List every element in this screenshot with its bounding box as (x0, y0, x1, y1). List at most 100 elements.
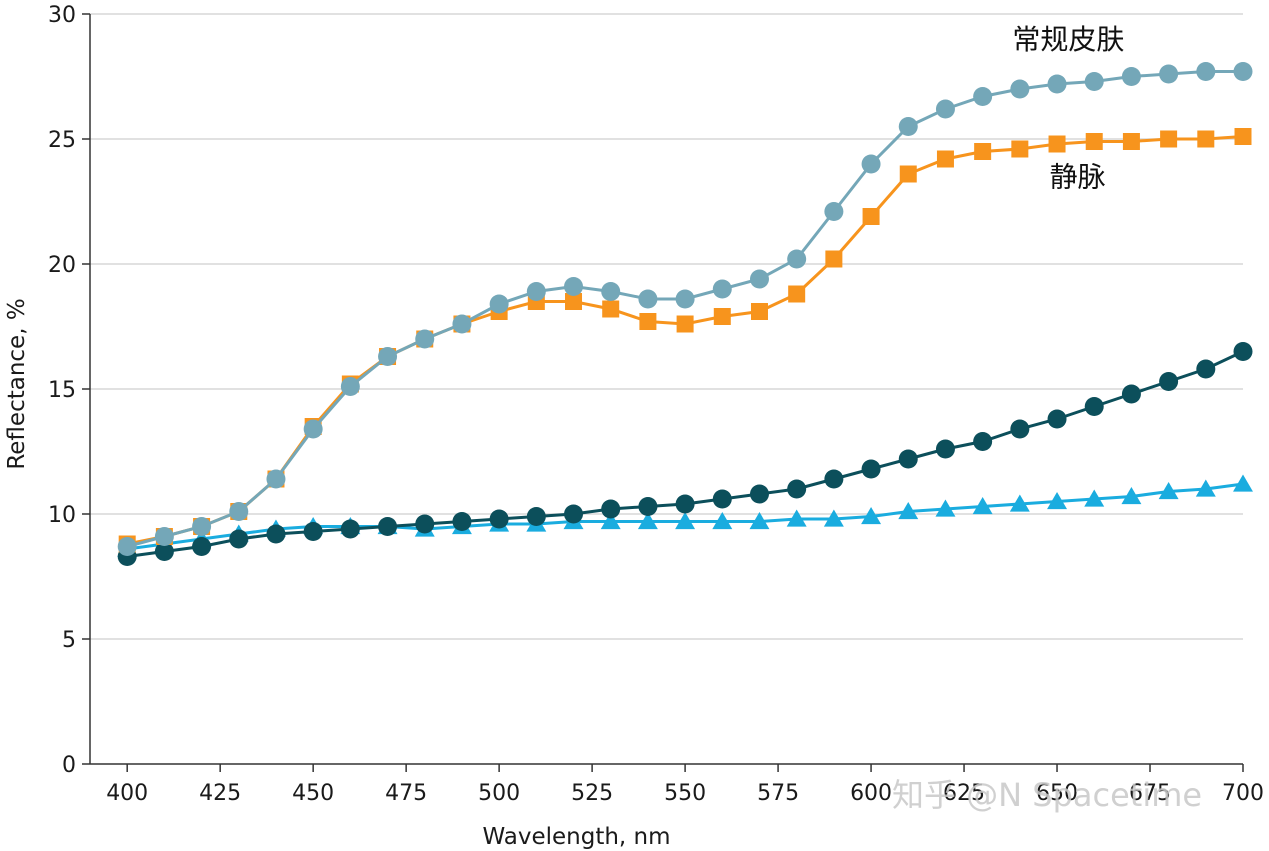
x-tick-label-500: 500 (478, 781, 520, 806)
point-s1-560 (712, 279, 732, 299)
point-s1-570 (749, 269, 769, 289)
point-s2-560 (712, 512, 733, 530)
point-s2-690 (1195, 479, 1216, 497)
point-s2-620 (935, 499, 956, 517)
point-s1-410 (154, 527, 174, 546)
point-s1-540 (638, 289, 658, 309)
y-tick-label-5: 5 (62, 628, 76, 653)
point-s0-570 (750, 303, 768, 320)
point-s0-530 (602, 300, 620, 318)
point-s3-580 (787, 479, 807, 499)
point-s2-660 (1084, 489, 1105, 507)
point-s1-650 (1047, 74, 1067, 94)
x-tick-label-625: 625 (943, 781, 985, 806)
point-s1-550 (675, 289, 695, 309)
point-s0-520 (565, 293, 583, 310)
point-s3-430 (229, 529, 249, 549)
point-s2-550 (675, 512, 696, 530)
x-tick-label-425: 425 (199, 781, 241, 806)
point-s2-670 (1121, 487, 1142, 505)
point-s3-690 (1196, 359, 1216, 379)
point-s2-700 (1233, 474, 1253, 492)
point-s3-570 (749, 484, 769, 504)
point-s2-610 (898, 502, 919, 520)
point-s3-490 (452, 512, 472, 531)
x-tick-label-575: 575 (757, 781, 799, 806)
point-s2-640 (1009, 494, 1030, 512)
point-s0-680 (1160, 130, 1178, 148)
x-axis-title: Wavelength, nm (482, 824, 670, 850)
point-s0-670 (1122, 133, 1140, 150)
point-s3-640 (1010, 419, 1030, 439)
point-s0-540 (639, 313, 657, 330)
point-s0-600 (862, 208, 880, 225)
x-tick-label-675: 675 (1129, 781, 1171, 806)
point-s3-700 (1233, 342, 1253, 361)
series-line-0 (126, 135, 1244, 546)
point-s3-460 (340, 519, 360, 539)
point-s1-490 (452, 314, 472, 334)
x-tick-label-700: 700 (1222, 781, 1264, 806)
point-s3-630 (973, 432, 993, 451)
point-s3-420 (192, 537, 212, 556)
x-tick-label-550: 550 (664, 781, 706, 806)
point-s3-620 (935, 439, 955, 459)
point-s3-660 (1084, 397, 1104, 416)
point-s0-700 (1234, 128, 1252, 145)
point-s1-690 (1196, 62, 1216, 81)
point-s2-540 (637, 512, 658, 530)
series-2 (117, 474, 1253, 557)
point-s2-570 (749, 512, 770, 530)
y-tick-label-25: 25 (48, 128, 76, 153)
point-s3-520 (564, 504, 584, 524)
point-s1-480 (415, 329, 435, 349)
point-s3-410 (154, 542, 174, 561)
point-s1-630 (973, 87, 993, 106)
point-s1-470 (378, 347, 398, 366)
point-s1-400 (117, 537, 137, 556)
point-s1-670 (1121, 67, 1141, 86)
point-s3-540 (638, 497, 658, 516)
point-s0-560 (713, 308, 731, 325)
point-s3-500 (489, 509, 509, 529)
axes (82, 13, 1244, 772)
point-s2-630 (972, 497, 993, 515)
point-s0-650 (1048, 135, 1066, 153)
point-s1-430 (229, 502, 249, 521)
point-s3-600 (861, 459, 881, 479)
point-s1-620 (935, 99, 955, 119)
point-s2-590 (823, 509, 844, 527)
point-s0-590 (825, 250, 843, 268)
grid-lines (90, 13, 1243, 640)
point-s1-590 (824, 202, 844, 221)
x-tick-label-450: 450 (292, 781, 334, 806)
x-tick-label-400: 400 (106, 781, 148, 806)
point-s3-510 (526, 507, 546, 526)
point-s3-650 (1047, 409, 1067, 429)
y-tick-label-15: 15 (48, 378, 76, 403)
point-s3-610 (898, 449, 918, 469)
series-1 (117, 62, 1253, 556)
point-s2-680 (1158, 482, 1179, 500)
point-s0-660 (1085, 133, 1103, 150)
point-s0-550 (676, 315, 694, 333)
point-s3-470 (378, 517, 398, 536)
point-s1-530 (601, 282, 621, 301)
series-3 (117, 342, 1253, 566)
point-s2-650 (1047, 492, 1068, 510)
watermark: 知乎 @N Spacetime (892, 776, 1202, 814)
point-s1-520 (564, 277, 584, 296)
x-tick-label-475: 475 (385, 781, 427, 806)
point-s0-630 (974, 143, 992, 160)
annotation-normal-skin: 常规皮肤 (1012, 23, 1124, 56)
point-s1-580 (787, 249, 807, 269)
point-s1-600 (861, 154, 881, 174)
x-tick-label-650: 650 (1036, 781, 1078, 806)
point-s1-460 (340, 377, 360, 396)
point-s3-590 (824, 469, 844, 489)
point-s2-530 (600, 512, 621, 530)
point-s1-440 (266, 469, 286, 489)
point-s0-640 (1011, 140, 1029, 158)
tick-labels: 0 5 10 15 20 25 30 400 425 450 475 500 525 550 575 600 6… (48, 3, 1264, 806)
